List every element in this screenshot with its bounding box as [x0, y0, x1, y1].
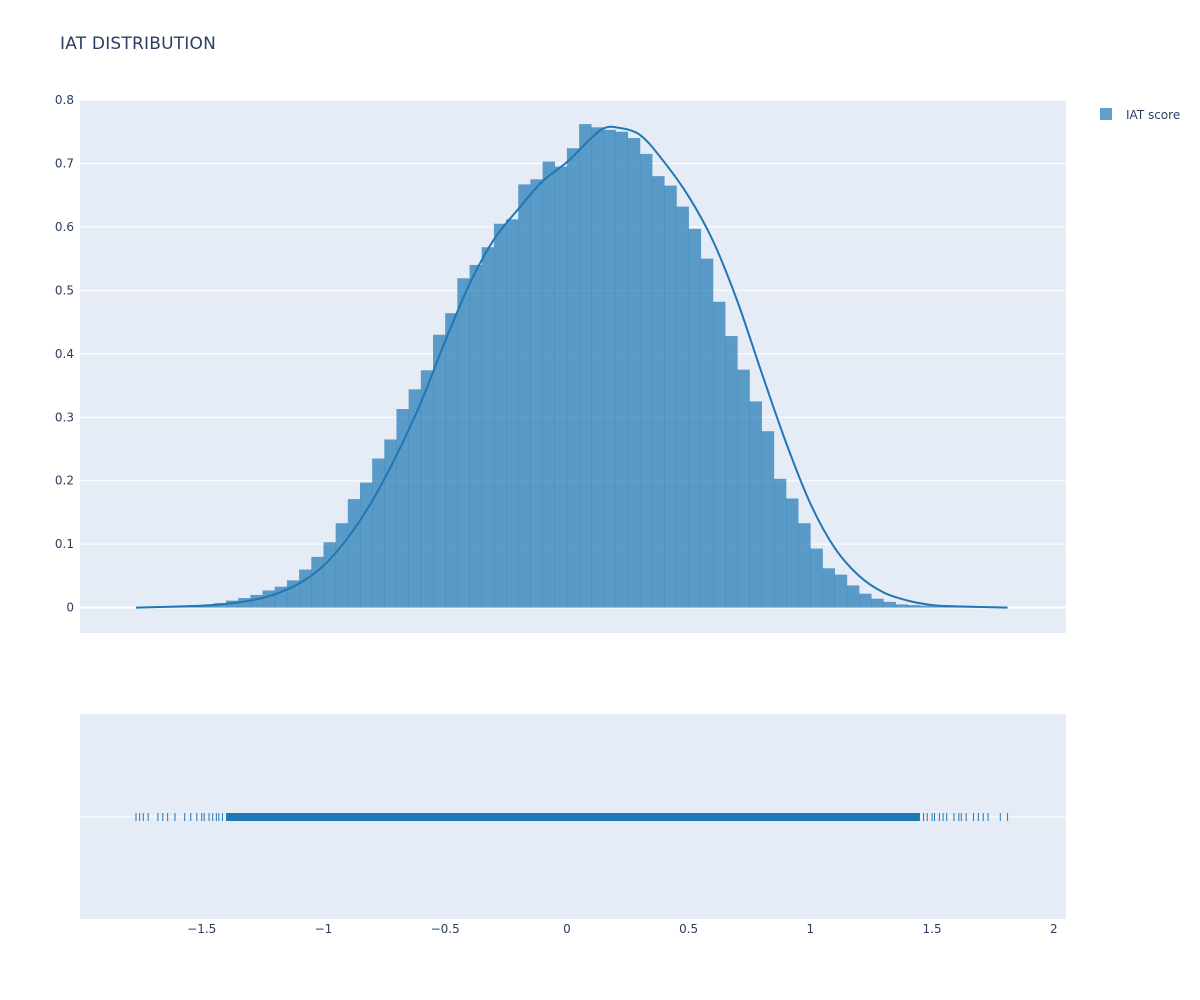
y-tick-label: 0.3 [55, 410, 74, 424]
histogram-bar [445, 313, 458, 608]
histogram-bar [786, 498, 799, 608]
histogram-bar [335, 523, 349, 608]
histogram-bar [859, 593, 872, 608]
histogram-bar [639, 153, 653, 608]
legend-swatch[interactable] [1100, 108, 1112, 120]
legend[interactable]: IAT score [1100, 108, 1180, 122]
histogram-bar [676, 206, 689, 608]
y-tick-label: 0.1 [55, 537, 74, 551]
histogram-bar [579, 124, 592, 608]
histogram-bar [773, 478, 787, 608]
histogram-bar [700, 258, 714, 608]
histogram-bar [627, 138, 641, 608]
x-tick-label: −1.5 [187, 922, 216, 936]
y-tick-label: 0 [66, 601, 74, 615]
histogram-bar [895, 604, 909, 608]
density-curve [135, 125, 1008, 609]
histogram-bar [238, 598, 251, 608]
histogram-bar [737, 369, 750, 608]
histogram-bar [932, 606, 945, 608]
y-tick-label: 0.2 [55, 474, 74, 488]
histogram-bar [883, 601, 896, 608]
histogram-bar [274, 586, 288, 608]
histogram-bar [664, 185, 677, 608]
histogram-bar [420, 370, 434, 608]
x-tick-label: −1 [315, 922, 333, 936]
histogram-bar [262, 590, 276, 608]
histogram-bar [530, 179, 543, 608]
histogram-bar [603, 129, 616, 608]
histogram-bar [834, 574, 848, 608]
histogram-bar [846, 585, 860, 608]
histogram-bar [396, 409, 409, 608]
histogram-bar [615, 131, 629, 608]
histogram-bar [749, 401, 762, 608]
histogram-bar [652, 176, 665, 608]
x-tick-label: 0.5 [679, 922, 698, 936]
histogram-bar [822, 568, 836, 608]
histogram-bar [542, 161, 556, 608]
x-tick-label: −0.5 [431, 922, 460, 936]
x-axis-ticks: −1.5 −1 −0.5 0 0.5 1 1.5 2 [187, 922, 1057, 936]
histogram-bar [919, 605, 933, 608]
histogram-bar [469, 264, 483, 608]
y-tick-label: 0.7 [55, 156, 74, 170]
legend-label[interactable]: IAT score [1126, 108, 1180, 122]
rug-dense-band [226, 813, 920, 821]
histogram-bar [871, 598, 884, 608]
histogram-bar [761, 431, 775, 608]
chart-title: IAT DISTRIBUTION [60, 34, 217, 54]
histogram-bar [347, 499, 361, 608]
histogram-bar [311, 556, 324, 608]
y-tick-label: 0.6 [55, 220, 74, 234]
x-tick-label: 0 [563, 922, 571, 936]
histogram-bar [457, 278, 470, 608]
histogram-bar [566, 148, 580, 608]
histogram-bar [798, 523, 811, 608]
histogram-bar [810, 548, 823, 608]
histogram-bar [688, 228, 702, 608]
histogram-bar [481, 247, 495, 608]
histogram-bar [408, 389, 422, 608]
histogram-bar [506, 219, 519, 608]
histogram-bar [359, 482, 373, 608]
histogram-bar [591, 127, 604, 608]
x-tick-label: 1 [807, 922, 815, 936]
histogram-bar [712, 301, 726, 608]
rug-marks [135, 813, 1009, 821]
histogram-bar [518, 184, 531, 608]
y-tick-label: 0.4 [55, 347, 74, 361]
kde-line [135, 125, 1008, 609]
x-tick-label: 1.5 [923, 922, 942, 936]
histogram-bar [384, 439, 397, 608]
histogram-bar [493, 223, 507, 608]
histogram-bar [433, 334, 446, 608]
histogram-bar [725, 336, 738, 608]
y-axis-ticks: 0 0.1 0.2 0.3 0.4 0.5 0.6 0.7 0.8 [55, 93, 74, 615]
histogram-bar [554, 166, 568, 608]
histogram-bar [907, 605, 921, 608]
x-tick-label: 2 [1050, 922, 1058, 936]
y-tick-label: 0.5 [55, 283, 74, 297]
histogram-bar [299, 569, 312, 608]
y-tick-label: 0.8 [55, 93, 74, 107]
histogram-bar [323, 542, 336, 608]
